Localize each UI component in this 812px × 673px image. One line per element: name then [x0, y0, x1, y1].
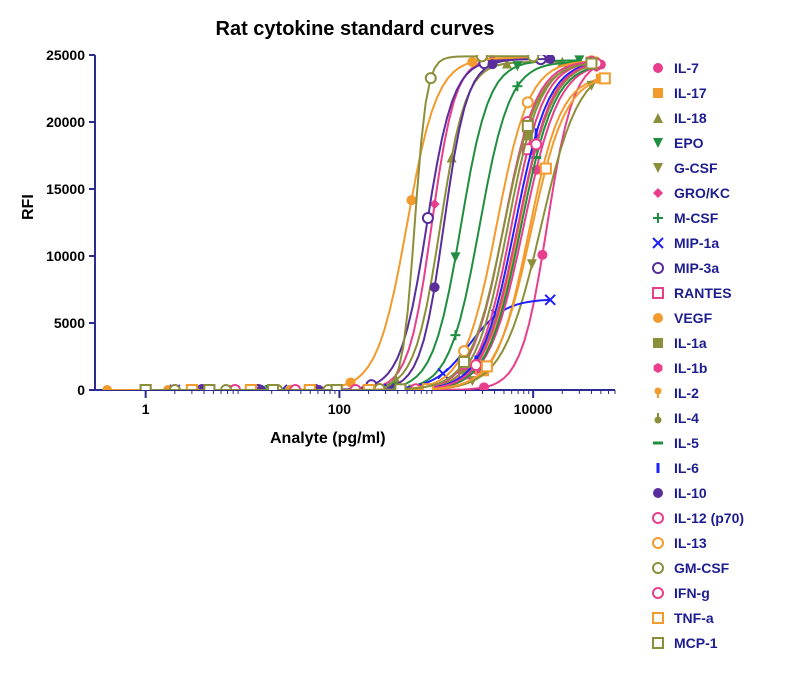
legend-marker-icon	[650, 60, 666, 76]
legend-marker-icon	[650, 410, 666, 426]
svg-text:15000: 15000	[46, 181, 85, 197]
legend-marker-icon	[650, 110, 666, 126]
legend-label: IL-17	[674, 85, 707, 101]
legend-marker-icon	[650, 385, 666, 401]
legend-label: MCP-1	[674, 635, 718, 651]
legend-marker-icon	[650, 360, 666, 376]
legend-item: EPO	[650, 130, 744, 155]
legend-label: IL-10	[674, 485, 707, 501]
legend-label: TNF-a	[674, 610, 714, 626]
svg-text:10000: 10000	[46, 248, 85, 264]
legend-item: TNF-a	[650, 605, 744, 630]
legend-item: IL-10	[650, 480, 744, 505]
legend-marker-icon	[650, 560, 666, 576]
legend-label: IL-1a	[674, 335, 707, 351]
legend-label: GRO/KC	[674, 185, 730, 201]
legend: IL-7 IL-17 IL-18 EPO G-CSF GRO/KC M-CSF MIP-1a M…	[650, 55, 744, 655]
legend-item: GRO/KC	[650, 180, 744, 205]
legend-marker-icon	[650, 510, 666, 526]
legend-marker-icon	[650, 635, 666, 651]
legend-label: IL-2	[674, 385, 699, 401]
legend-item: IL-6	[650, 455, 744, 480]
legend-item: IL-7	[650, 55, 744, 80]
svg-text:5000: 5000	[54, 315, 85, 331]
legend-item: GM-CSF	[650, 555, 744, 580]
legend-label: IL-5	[674, 435, 699, 451]
legend-item: MCP-1	[650, 630, 744, 655]
legend-item: IFN-g	[650, 580, 744, 605]
svg-text:10000: 10000	[514, 401, 553, 417]
legend-item: IL-4	[650, 405, 744, 430]
legend-item: VEGF	[650, 305, 744, 330]
legend-label: EPO	[674, 135, 704, 151]
legend-label: M-CSF	[674, 210, 718, 226]
legend-marker-icon	[650, 260, 666, 276]
legend-label: IL-6	[674, 460, 699, 476]
legend-label: IL-7	[674, 60, 699, 76]
series-MCP-1	[141, 59, 597, 395]
legend-label: G-CSF	[674, 160, 718, 176]
legend-marker-icon	[650, 535, 666, 551]
legend-item: MIP-1a	[650, 230, 744, 255]
legend-marker-icon	[650, 585, 666, 601]
legend-item: IL-2	[650, 380, 744, 405]
x-axis-label: Analyte (pg/ml)	[270, 430, 386, 448]
legend-label: MIP-3a	[674, 260, 719, 276]
legend-label: IL-4	[674, 410, 699, 426]
series-IL-10	[141, 54, 556, 395]
legend-label: VEGF	[674, 310, 712, 326]
chart-container: Rat cytokine standard curves 0 5000 10000 1…	[0, 0, 812, 673]
legend-label: MIP-1a	[674, 235, 719, 251]
svg-text:20000: 20000	[46, 114, 85, 130]
legend-marker-icon	[650, 485, 666, 501]
chart-title: Rat cytokine standard curves	[95, 18, 615, 41]
y-axis-label: RFI	[20, 194, 38, 220]
series-IL-5	[170, 67, 602, 390]
legend-item: IL-1b	[650, 355, 744, 380]
legend-marker-icon	[650, 285, 666, 301]
legend-marker-icon	[650, 460, 666, 476]
series-IL-7	[187, 60, 606, 395]
svg-text:0: 0	[77, 382, 85, 398]
legend-marker-icon	[650, 335, 666, 351]
legend-marker-icon	[650, 85, 666, 101]
svg-text:1: 1	[142, 401, 150, 417]
legend-item: IL-1a	[650, 330, 744, 355]
legend-marker-icon	[650, 310, 666, 326]
legend-label: IFN-g	[674, 585, 710, 601]
legend-label: IL-13	[674, 535, 707, 551]
svg-text:25000: 25000	[46, 47, 85, 63]
legend-marker-icon	[650, 210, 666, 226]
legend-item: MIP-3a	[650, 255, 744, 280]
legend-marker-icon	[650, 610, 666, 626]
legend-label: GM-CSF	[674, 560, 729, 576]
legend-marker-icon	[650, 235, 666, 251]
legend-marker-icon	[650, 435, 666, 451]
legend-item: IL-12 (p70)	[650, 505, 744, 530]
legend-item: M-CSF	[650, 205, 744, 230]
legend-marker-icon	[650, 135, 666, 151]
legend-item: IL-18	[650, 105, 744, 130]
svg-text:100: 100	[328, 401, 352, 417]
series-IL-13	[141, 56, 597, 395]
legend-item: RANTES	[650, 280, 744, 305]
legend-marker-icon	[650, 185, 666, 201]
legend-item: IL-5	[650, 430, 744, 455]
legend-item: IL-13	[650, 530, 744, 555]
legend-item: IL-17	[650, 80, 744, 105]
legend-label: IL-12 (p70)	[674, 510, 744, 526]
legend-label: RANTES	[674, 285, 732, 301]
legend-marker-icon	[650, 160, 666, 176]
legend-label: IL-18	[674, 110, 707, 126]
legend-item: G-CSF	[650, 155, 744, 180]
legend-label: IL-1b	[674, 360, 707, 376]
